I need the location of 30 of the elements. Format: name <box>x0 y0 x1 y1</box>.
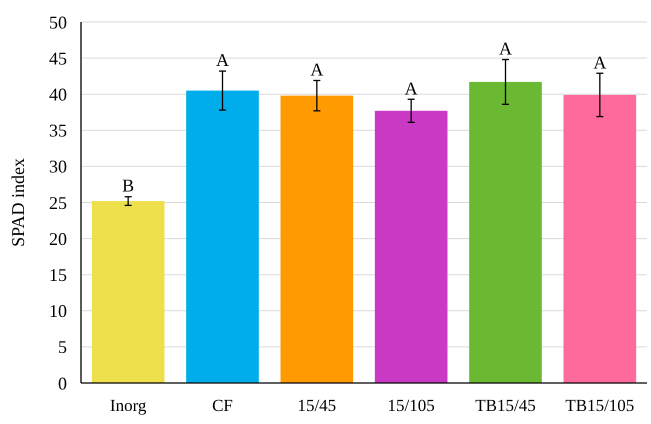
y-tick-label: 10 <box>49 301 67 322</box>
bar <box>280 96 354 383</box>
x-tick-label: TB15/45 <box>475 396 536 415</box>
bar <box>186 90 259 383</box>
annotation: B <box>122 176 134 196</box>
y-axis-title: SPAD index <box>8 158 28 247</box>
y-tick-label: 0 <box>58 373 67 394</box>
y-tick-label: 20 <box>49 228 67 249</box>
bar <box>374 110 448 383</box>
annotation: A <box>216 50 229 70</box>
x-tick-label: 15/105 <box>388 396 435 415</box>
annotation: A <box>499 38 512 59</box>
annotation: A <box>593 52 606 72</box>
y-tick-label: 45 <box>49 48 67 68</box>
y-tick-label: 25 <box>49 192 67 213</box>
y-tick-label: 50 <box>49 12 67 32</box>
annotation: A <box>404 78 418 98</box>
y-tick-label: 35 <box>49 120 67 141</box>
bar <box>92 201 164 383</box>
y-tick-label: 15 <box>49 265 67 285</box>
y-tick-label: 30 <box>49 156 67 177</box>
bar <box>564 94 636 383</box>
x-tick-label: CF <box>212 396 233 415</box>
y-tick-label: 40 <box>49 84 67 104</box>
x-tick-label: Inorg <box>110 396 147 415</box>
x-tick-label: TB15/105 <box>565 396 634 415</box>
bar <box>469 82 542 383</box>
y-tick-label: 5 <box>58 337 67 358</box>
annotation: A <box>310 59 324 80</box>
x-tick-label: 15/45 <box>297 396 336 415</box>
